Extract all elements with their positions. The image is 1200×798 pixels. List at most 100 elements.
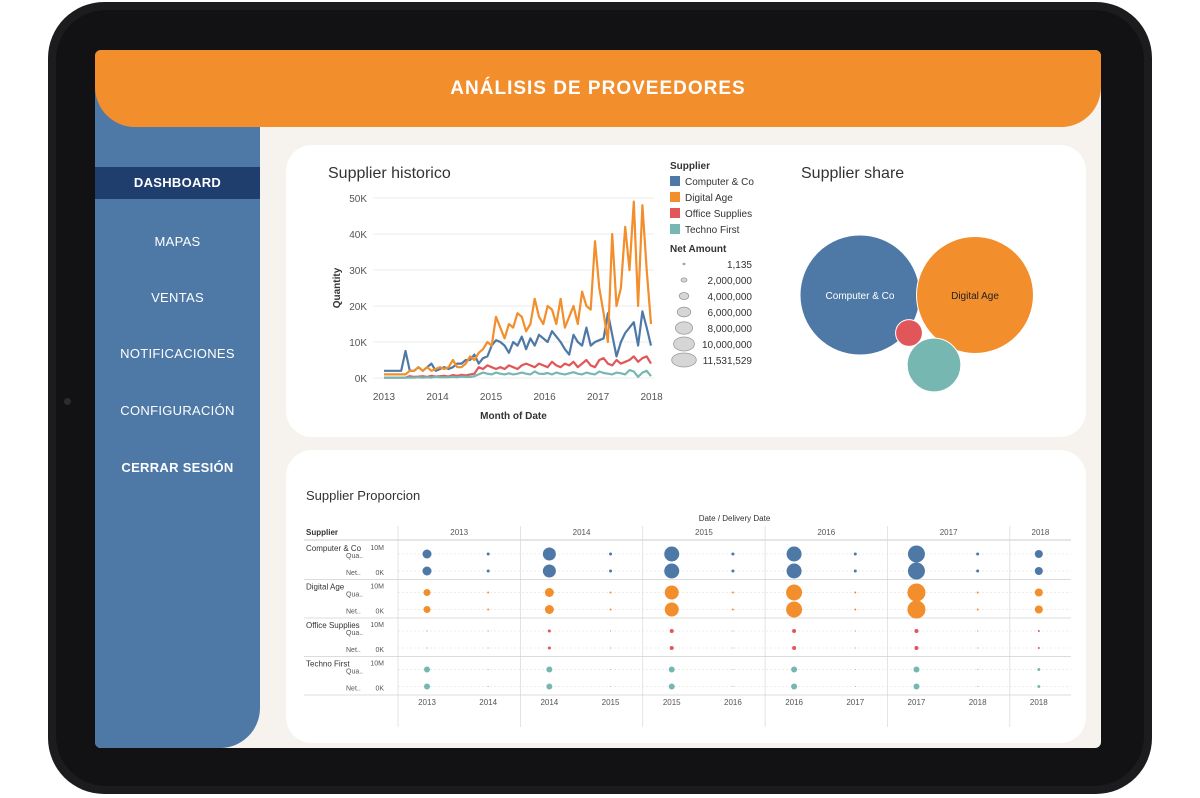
proportion-dot	[977, 630, 979, 632]
proportion-dot	[423, 589, 431, 596]
proportion-dot	[609, 608, 612, 611]
proporcion-chart: Date / Delivery Date Supplier 2013 2014 2015…	[304, 514, 1071, 727]
proportion-dot	[487, 686, 489, 687]
size-legend-label: 6,000,000	[708, 308, 753, 319]
row-header: Supplier	[306, 528, 338, 537]
y-tick-label: 0K	[355, 374, 368, 385]
legend-label: Office Supplies	[685, 209, 752, 220]
proportion-dot	[422, 549, 432, 559]
proportion-dot	[976, 552, 980, 556]
measure-label: Net..	[346, 609, 361, 616]
proportion-dot	[423, 606, 431, 613]
series-line	[384, 200, 653, 376]
proportion-dot	[486, 569, 490, 573]
y-tick-label: 0K	[375, 686, 384, 693]
nav-item-mapas[interactable]: MAPAS	[154, 234, 201, 249]
bubble	[916, 236, 1034, 354]
legend-swatch	[670, 192, 680, 202]
nav-item-configuracion[interactable]: CONFIGURACIÓN	[120, 403, 235, 418]
proportion-dot	[731, 569, 735, 573]
proportion-dot	[664, 546, 680, 562]
proportion-dot	[786, 563, 802, 579]
legend-swatch	[670, 224, 680, 234]
camera-icon	[64, 398, 71, 405]
proportion-dot	[487, 669, 489, 670]
proportion-dot	[977, 686, 979, 687]
header-bar: ANÁLISIS DE PROVEEDORES	[95, 50, 1101, 127]
x-tick-label: 2017	[587, 392, 610, 403]
year-bottom-label: 2014	[479, 698, 497, 707]
proportion-dot	[669, 629, 674, 633]
proportion-dot	[977, 647, 979, 649]
nav-item-notificaciones[interactable]: NOTIFICACIONES	[120, 346, 235, 361]
size-legend-label: 11,531,529	[703, 356, 753, 367]
legend-title: Supplier	[670, 161, 710, 172]
size-legend-mark	[680, 277, 688, 283]
y-tick-label: 0K	[375, 647, 384, 654]
size-legend-label: 2,000,000	[708, 276, 753, 287]
year-bottom-label: 2016	[724, 698, 742, 707]
x-axis-label: Month of Date	[480, 411, 547, 422]
y-tick-label: 10M	[370, 584, 384, 591]
size-legend-mark	[682, 262, 686, 266]
nav-item-cerrar-sesion[interactable]: CERRAR SESIÓN	[121, 460, 234, 475]
size-legend-mark	[673, 336, 695, 352]
y-tick-label: 0K	[375, 609, 384, 616]
proportion-dot	[732, 669, 734, 670]
proportion-dot	[1037, 685, 1041, 688]
sidebar: DASHBOARD MAPAS VENTAS NOTIFICACIONES CO…	[95, 50, 260, 748]
series-line	[384, 310, 653, 372]
supplier-row-label: Office Supplies	[306, 621, 360, 630]
proportion-dot	[610, 647, 612, 649]
year-top-label: 2014	[573, 528, 591, 537]
supplier-row-label: Techno First	[306, 660, 350, 669]
proportion-dot	[546, 683, 553, 690]
proportion-dot	[913, 683, 920, 690]
proportion-dot	[907, 583, 926, 602]
x-tick-label: 2014	[426, 392, 449, 403]
size-legend-mark	[676, 306, 692, 318]
proportion-dot	[426, 647, 428, 649]
legend-label: Digital Age	[685, 193, 733, 204]
proportion-dot	[914, 646, 919, 650]
proportion-dot	[854, 647, 856, 649]
proportion-dot	[976, 608, 979, 611]
x-tick-label: 2018	[640, 392, 663, 403]
nav-item-dashboard[interactable]: DASHBOARD	[95, 167, 260, 199]
year-bottom-label: 2016	[785, 698, 803, 707]
year-bottom-label: 2017	[846, 698, 864, 707]
nav-item-ventas[interactable]: VENTAS	[151, 290, 204, 305]
measure-label: Qua..	[346, 669, 363, 676]
proportion-dot	[486, 552, 490, 556]
measure-label: Qua..	[346, 553, 363, 560]
page-title: ANÁLISIS DE PROVEEDORES	[450, 78, 746, 99]
proportion-dot	[907, 545, 925, 563]
y-tick-label: 10M	[370, 545, 384, 552]
proportion-dot	[1037, 630, 1040, 632]
proportion-dot	[976, 591, 979, 594]
proportion-dot	[1037, 647, 1040, 649]
legend-label: Computer & Co	[685, 177, 754, 188]
proportion-dot	[731, 608, 734, 611]
supplier-row-label: Digital Age	[306, 583, 345, 592]
x-tick-label: 2013	[373, 392, 396, 403]
proportion-dot	[546, 666, 553, 673]
proportion-dot	[854, 608, 857, 611]
proportion-dot	[668, 666, 675, 673]
size-legend-mark	[678, 292, 690, 300]
year-bottom-label: 2014	[540, 698, 558, 707]
proportion-dot	[1034, 550, 1043, 558]
proportion-dot	[854, 630, 856, 632]
proportion-dot	[547, 646, 551, 650]
measure-label: Net..	[346, 647, 361, 654]
proportion-dot	[610, 686, 612, 687]
size-legend-mark	[671, 352, 697, 368]
size-legend-label: 8,000,000	[708, 324, 753, 335]
proporcion-chart-title: Supplier Proporcion	[306, 488, 421, 503]
proportion-dot	[664, 563, 680, 579]
proportion-dot	[487, 647, 489, 649]
size-legend-mark	[675, 321, 693, 335]
proportion-dot	[977, 669, 979, 670]
proportion-dot	[544, 605, 554, 614]
measure-label: Net..	[346, 686, 361, 693]
